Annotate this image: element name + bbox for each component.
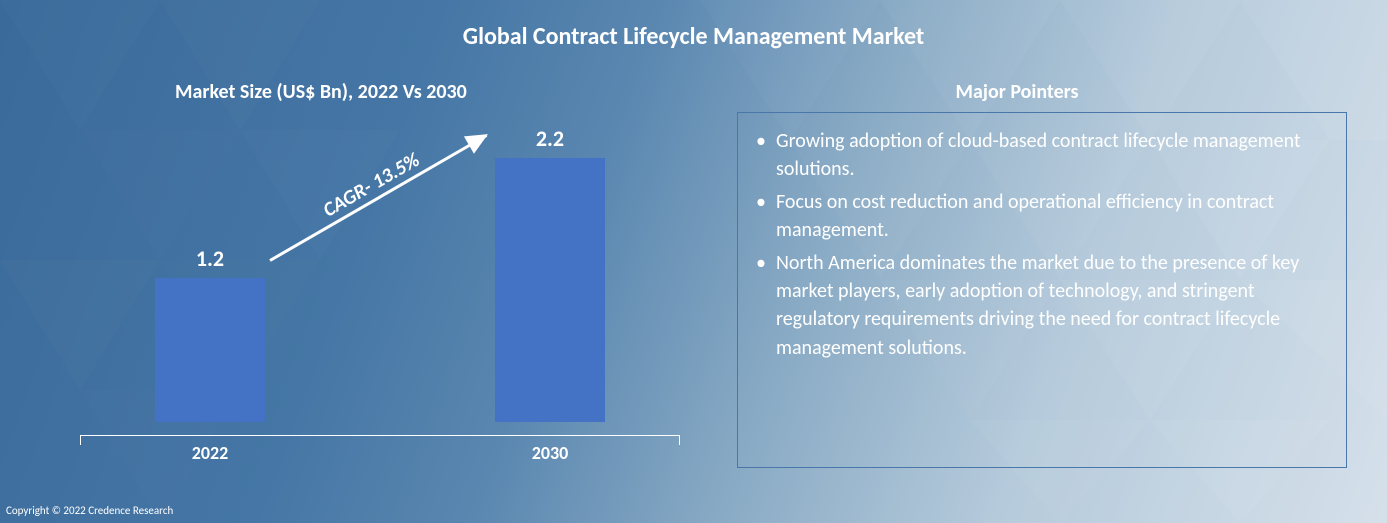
bar-value-label: 2.2 <box>495 125 605 152</box>
pointers-list: Growing adoption of cloud-based contract… <box>776 127 1324 362</box>
pointers-box: Growing adoption of cloud-based contract… <box>737 112 1347 468</box>
growth-arrow <box>269 134 487 262</box>
copyright-text: Copyright © 2022 Credence Research <box>6 504 173 517</box>
bar: 1.2 <box>155 278 265 422</box>
pointer-item: North America dominates the market due t… <box>776 249 1324 363</box>
x-axis-label: 2030 <box>532 442 569 464</box>
cagr-label: CAGR- 13.5% <box>319 148 424 222</box>
pointer-item: Focus on cost reduction and operational … <box>776 188 1324 245</box>
chart-area: Market Size (US$ Bn), 2022 Vs 2030 CAGR-… <box>70 72 700 482</box>
bar-value-label: 1.2 <box>155 245 265 272</box>
bar-chart-plot: CAGR- 13.5% 1.2 2.2 <box>80 122 680 422</box>
x-axis-label: 2022 <box>192 442 229 464</box>
x-axis-line <box>80 435 680 436</box>
page-title: Global Contract Lifecycle Management Mar… <box>0 22 1387 51</box>
bar: 2.2 <box>495 158 605 422</box>
pointers-title: Major Pointers <box>727 80 1307 104</box>
x-axis-labels: 2022 2030 <box>80 442 680 472</box>
chart-subtitle: Market Size (US$ Bn), 2022 Vs 2030 <box>175 80 700 104</box>
pointer-item: Growing adoption of cloud-based contract… <box>776 127 1324 184</box>
